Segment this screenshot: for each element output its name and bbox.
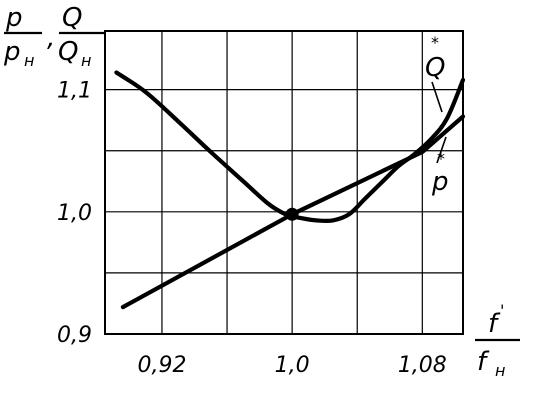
x-label-numerator-mark: ' [500,301,504,320]
series-q-label: Q [425,53,445,83]
series-p-line [120,114,466,310]
plot-border [104,30,464,335]
y-label-separator: , [47,23,55,53]
series-p-leader-line [436,136,447,164]
nominal-point-marker [285,207,299,221]
x-label-denominator-sub: н [495,361,505,380]
plot-frame [104,30,464,335]
x-label-denominator: f [477,347,490,377]
y-tick-label: 0,9 [57,323,92,348]
x-tick-label: 1,08 [398,353,447,378]
y-label-q-numerator: Q [62,3,82,33]
series-q-line [114,70,466,224]
y-label-p-numerator: p [5,3,23,33]
y-tick-label: 1,1 [57,79,92,104]
series-p-label: p [431,167,449,197]
x-tick-label: 1,0 [275,353,310,378]
marker-layer [285,207,299,221]
tick-label-layer: 0,92 1,0 1,08 0,9 1,0 1,1 [57,79,447,378]
series-q-leader-line [431,81,443,113]
y-label-p-denominator-sub: н [24,51,34,70]
y-label-q-denominator-sub: н [81,51,91,70]
y-tick-label: 1,0 [57,201,92,226]
y-label-q-denominator: Q [58,37,78,67]
series-layer [114,70,466,310]
series-p-label-mark: * [437,149,445,168]
series-q-label-mark: * [431,33,439,52]
x-tick-label: 0,92 [137,353,186,378]
y-label-p-denominator: p [3,37,21,67]
